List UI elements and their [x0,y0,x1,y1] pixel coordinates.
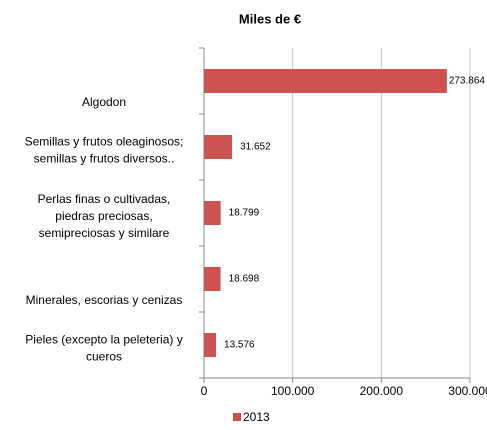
y-tick-label-line: Algodon [82,95,126,109]
bar [204,333,217,357]
y-tick-label: Semillas y frutos oleaginosos; semillas y… [25,135,184,166]
x-tick-label: 0 [201,384,208,398]
x-tick-label: 200.000 [360,384,404,398]
y-tick-label-line: Minerales, escorias y cenizas [26,293,183,307]
bar [204,201,221,225]
x-tick-label: 300.000 [448,384,487,398]
chart-title: Miles de € [239,11,301,26]
x-tick-label: 100.000 [271,384,315,398]
y-tick-label-line: Pieles (excepto la peleteria) y [25,333,182,347]
y-tick-label: Perlas finas o cultivadas, piedras precio… [38,192,171,240]
y-tick-label: Minerales, escorias y cenizas [26,293,183,307]
bar [204,267,221,291]
y-tick-label-line: cueros [86,350,122,364]
bar [204,135,233,159]
y-tick-label-line: semipreciosas y similare [39,226,170,240]
y-tick-label-line: piedras preciosas, [55,209,152,223]
legend-label: 2013 [243,410,270,424]
value-label: 31.652 [240,142,271,153]
bar [204,69,447,93]
y-tick-label-line: Semillas y frutos oleaginosos; [25,135,184,149]
value-label: 273.864 [449,76,486,87]
value-label: 18.799 [229,208,260,219]
value-label: 18.698 [229,274,260,285]
y-tick-label-line: Perlas finas o cultivadas, [38,192,171,206]
value-label: 13.576 [224,340,255,351]
y-tick-label: Pieles (excepto la peleteria) y cueros [25,333,182,364]
legend-swatch [233,413,241,421]
y-tick-label-line: semillas y frutos diversos.. [34,152,175,166]
y-tick-label: Algodon [82,95,126,109]
